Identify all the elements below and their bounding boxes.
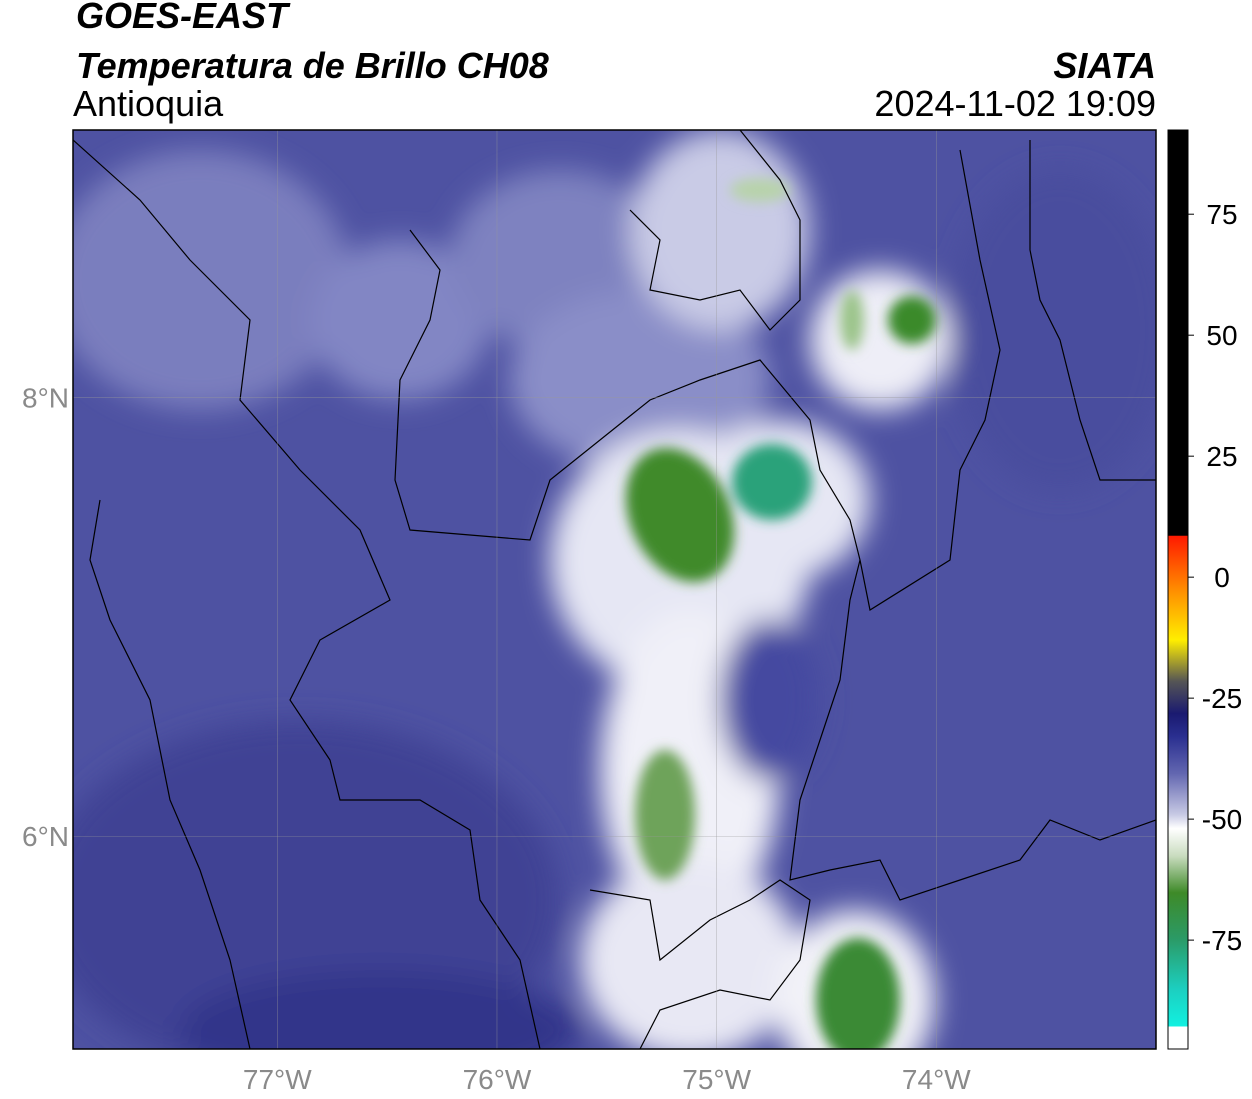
colorbar-axis: 75 50 25 0 -25 -50 -75 [1188,199,1242,956]
datetime-label: 2024-11-02 19:09 [874,83,1156,124]
x-tick-label: 74°W [902,1064,971,1095]
colorbar-tick-label: 50 [1206,320,1237,351]
colorbar-tick-label: -50 [1202,804,1242,835]
colorbar-tick-label: 25 [1206,441,1237,472]
colorbar-tick-label: 0 [1214,562,1230,593]
colorbar-tick-label: 75 [1206,199,1237,230]
colorbar-tick-label: -25 [1202,683,1242,714]
colorbar [1167,129,1189,1050]
map-axes: 77°W 76°W 75°W 74°W 6°N 8°N [22,130,1156,1095]
satellite-title: GOES-EAST [76,0,291,36]
borders [73,130,1156,1049]
map-frame [72,129,1157,1050]
source-label: SIATA [1053,45,1156,86]
product-title: Temperatura de Brillo CH08 [76,45,549,86]
colorbar-tick-label: -75 [1202,925,1242,956]
x-tick-label: 77°W [243,1064,312,1095]
y-tick-label: 6°N [22,821,69,852]
map-image [73,130,1156,1049]
y-tick-label: 8°N [22,383,69,414]
x-tick-label: 76°W [463,1064,532,1095]
region-label: Antioquia [73,83,224,124]
x-tick-label: 75°W [682,1064,751,1095]
